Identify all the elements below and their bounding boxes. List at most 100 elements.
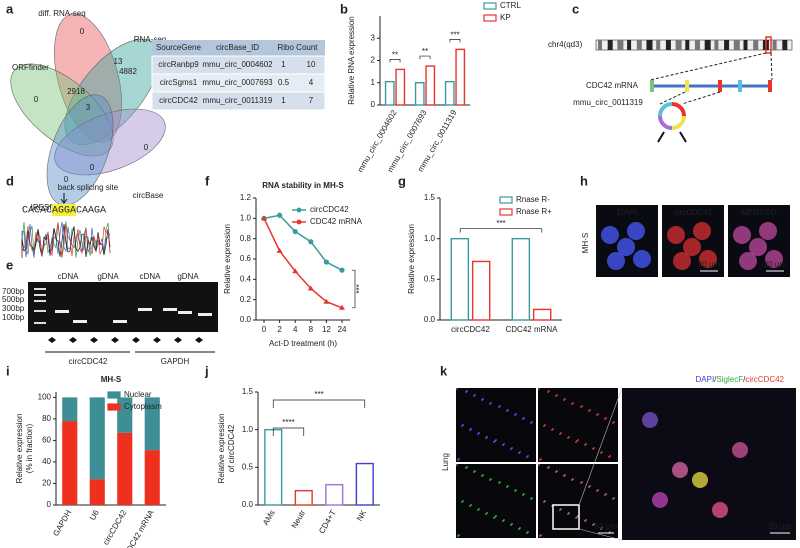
sig-label: *** [450, 30, 459, 39]
gel-band [113, 320, 127, 323]
series-line [263, 214, 343, 271]
venn-count: 0 [144, 143, 149, 152]
locus-marker [765, 36, 772, 54]
table-cell: 7 [309, 96, 314, 105]
y-tick-label: 60 [42, 436, 51, 445]
ladder-band [34, 322, 46, 324]
y-axis-label: of circCDC42 [227, 424, 236, 472]
cell [593, 523, 595, 525]
cell [577, 439, 579, 441]
cell [523, 417, 525, 419]
table-cell: mmu_circ_0011319 [203, 96, 273, 105]
point [339, 304, 345, 310]
cell [617, 238, 635, 256]
cell [462, 500, 464, 502]
gel-band [55, 310, 69, 313]
chromosome-band [627, 40, 632, 50]
y-tick-label: 0.4 [240, 274, 252, 283]
cell [589, 485, 591, 487]
y-tick-label: 80 [42, 414, 51, 423]
gel-band [198, 313, 212, 316]
cell [552, 428, 554, 430]
micrograph [456, 388, 536, 462]
sig-bracket [272, 427, 305, 436]
ladder-label: 100bp [2, 313, 25, 322]
y-tick-label: 2 [371, 56, 376, 65]
lane-label: gDNA [97, 272, 119, 281]
venn-count: 4882 [119, 67, 137, 76]
legend-label: CDC42 mRNA [310, 217, 363, 226]
y-axis-label: (% in fraction) [25, 423, 34, 473]
scale-label: 50 μm [595, 522, 618, 531]
ladder-label: 300bp [2, 304, 25, 313]
gel-band [138, 308, 152, 311]
x-tick-label: 24 [338, 325, 347, 334]
cell [581, 405, 583, 407]
y-axis-label: Relative expression [223, 224, 232, 294]
stain-legend: DAPI/SiglecF/circCDC42 [696, 375, 785, 384]
cell [490, 402, 492, 404]
cell [507, 485, 509, 487]
venn-count: 0 [64, 175, 69, 184]
bar [450, 237, 470, 321]
venn-count: 2918 [67, 87, 85, 96]
cell [597, 413, 599, 415]
cell [523, 493, 525, 495]
cell [490, 478, 492, 480]
legend-swatch [499, 208, 513, 216]
cell [581, 481, 583, 483]
legend-marker [296, 207, 302, 213]
panel-letter: j [204, 363, 209, 378]
panel-letter: g [398, 173, 406, 188]
cell [692, 472, 708, 488]
exon [738, 80, 742, 92]
legend-label: Rnase R- [516, 195, 550, 204]
cell [556, 470, 558, 472]
lane-label: cDNA [58, 272, 80, 281]
lane-label: gDNA [177, 272, 199, 281]
bar-segment [144, 450, 160, 505]
cell [597, 489, 599, 491]
ladder-band [34, 310, 46, 312]
cell [511, 523, 513, 525]
chromosome-band [714, 40, 719, 50]
cell [613, 421, 615, 423]
bar [455, 48, 466, 106]
chromosome-band [656, 40, 661, 50]
primer-glyph [195, 337, 203, 343]
primer-glyph [69, 337, 77, 343]
venn-count: 13 [114, 57, 123, 66]
table-cell: circCDC42 [159, 96, 198, 105]
cell [601, 226, 619, 244]
chromosome-band [782, 40, 788, 50]
cell [572, 402, 574, 404]
legend-label: KP [500, 13, 511, 22]
panel-letter: i [6, 363, 10, 378]
cell [672, 462, 688, 478]
primer-glyph [111, 337, 119, 343]
bar [471, 260, 491, 321]
panel-letter: b [340, 1, 348, 16]
panel-letter: e [6, 257, 13, 272]
panel-letter: f [205, 173, 210, 188]
y-tick-label: 1.0 [242, 425, 254, 434]
chromosome [595, 39, 793, 51]
bar-segment [117, 432, 133, 505]
table-header: Ribo Count [277, 43, 318, 52]
y-axis-label: Relative expression [15, 414, 24, 484]
primer-glyph [132, 337, 140, 343]
bar-segment [62, 421, 78, 505]
cell [474, 470, 476, 472]
chart-title: MH-S [101, 375, 122, 384]
cell [733, 226, 751, 244]
x-tick-label: CDC42 mRNA [505, 325, 558, 334]
micrograph [622, 388, 796, 540]
x-tick-label: Neutr [290, 508, 308, 530]
sequence-note: back splicing site [58, 183, 119, 192]
cell [462, 424, 464, 426]
circ-arc [658, 102, 673, 117]
gel-band [163, 308, 177, 311]
y-tick-label: 0.6 [240, 254, 252, 263]
